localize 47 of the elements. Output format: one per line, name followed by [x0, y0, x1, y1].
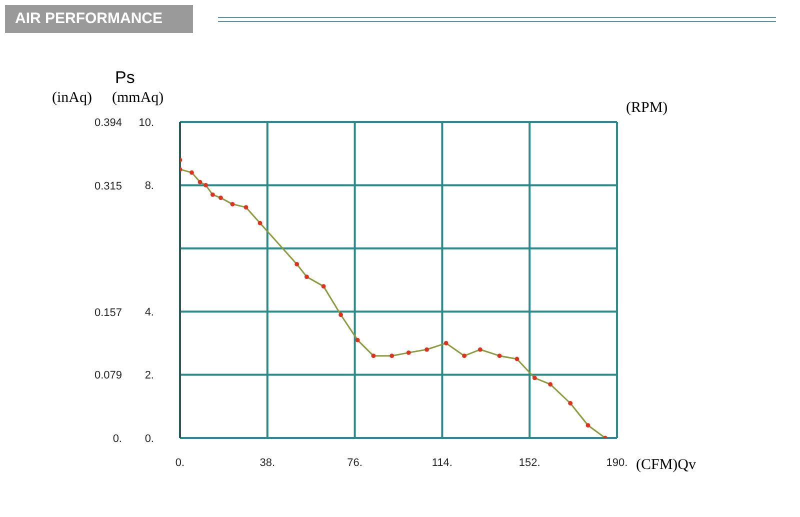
point	[371, 354, 376, 358]
point	[244, 205, 248, 210]
y-axis-title: Ps (mmAq)	[112, 68, 164, 107]
point	[258, 220, 262, 226]
x-tick-label: 114.	[432, 456, 452, 469]
x-axis-title: (CFM)Qv	[636, 457, 696, 474]
y2-tick-label: 0.079	[94, 370, 122, 382]
point	[568, 401, 573, 406]
point	[586, 423, 590, 428]
point	[406, 350, 411, 355]
y-tick-label: 4.	[144, 306, 154, 319]
text: (RPM)	[626, 100, 668, 117]
point	[218, 196, 223, 200]
y2-tick-label: 0.	[112, 432, 122, 445]
y2-tick-label: 0.394	[94, 116, 122, 129]
point	[321, 284, 326, 289]
x-tick-label: 190.	[606, 456, 628, 469]
x-tick-label: 38.	[260, 456, 276, 469]
point	[532, 376, 537, 380]
point	[304, 274, 309, 280]
y2-tick-label: 0.315	[94, 180, 122, 192]
point	[497, 354, 502, 358]
point	[462, 354, 466, 358]
point	[198, 180, 202, 184]
point	[390, 354, 394, 358]
point	[230, 202, 235, 206]
y-tick-label: 8.	[144, 180, 154, 192]
point	[444, 341, 448, 346]
point	[294, 262, 300, 266]
point	[478, 347, 482, 352]
y-tick-label: 0.	[144, 432, 154, 445]
x-tick-label: 152.	[518, 456, 540, 469]
point	[210, 192, 215, 197]
x-tick-label: 0.	[175, 456, 185, 469]
chart-title: AIR PERFORMANCE	[5, 5, 193, 33]
point	[514, 356, 520, 362]
y2-axis-title: (inAq)	[52, 90, 92, 107]
point	[424, 347, 429, 352]
y2-tick-label: 0.157	[94, 306, 122, 319]
point	[190, 170, 194, 175]
y-tick-label: 10.	[138, 116, 154, 129]
x-tick-label: 76.	[347, 456, 362, 469]
point	[204, 183, 208, 188]
point	[355, 338, 360, 342]
point	[548, 382, 552, 386]
y-tick-label: 2.	[144, 370, 154, 382]
point	[338, 312, 343, 317]
